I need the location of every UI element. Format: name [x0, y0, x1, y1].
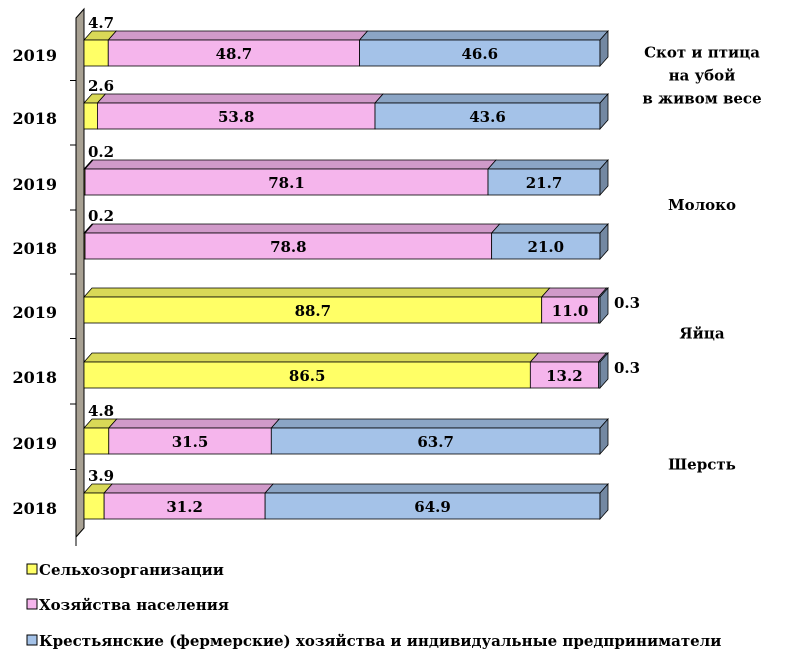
legend-swatch	[26, 563, 38, 575]
group-label: Яйца	[679, 325, 724, 343]
axis-wall	[75, 7, 85, 539]
data-label: 0.3	[614, 294, 640, 312]
legend-swatch	[26, 634, 38, 646]
bar-segment	[597, 286, 609, 325]
year-label: 2018	[12, 499, 57, 518]
data-label: 78.1	[268, 174, 305, 192]
bar-segment	[374, 92, 609, 131]
year-label: 2019	[12, 175, 57, 194]
data-label: 53.8	[218, 108, 255, 126]
data-label: 63.7	[417, 433, 454, 451]
data-label: 31.5	[172, 433, 209, 451]
bar-segment	[270, 417, 609, 456]
bar-segment	[358, 29, 609, 68]
group-label: в живом весе	[642, 90, 761, 108]
bar-segment	[264, 482, 609, 521]
data-label: 21.7	[526, 174, 563, 192]
bar-segment	[490, 222, 609, 261]
data-label: 48.7	[216, 45, 253, 63]
data-label: 0.2	[88, 143, 114, 161]
bar-segment	[107, 418, 281, 455]
year-label: 2018	[12, 109, 57, 128]
group-label: Молоко	[668, 196, 736, 214]
data-label: 78.8	[270, 238, 307, 256]
data-label: 46.6	[461, 45, 498, 63]
legend-label: Сельхозорганизации	[39, 561, 224, 579]
data-label: 4.7	[88, 14, 114, 32]
data-label: 21.0	[528, 238, 565, 256]
legend-item: Хозяйства населения	[26, 596, 229, 614]
year-label: 2019	[12, 434, 57, 453]
data-label: 4.8	[88, 402, 114, 420]
bar-segment	[107, 30, 369, 67]
year-label: 2019	[12, 46, 57, 65]
year-label: 2018	[12, 239, 57, 258]
data-label: 2.6	[88, 77, 114, 95]
bar-segment	[83, 352, 540, 389]
group-label: Скот и птица	[644, 44, 760, 62]
bar-segment	[103, 483, 275, 520]
chart-legend: Сельхозорганизации Хозяйства населения Кре…	[26, 561, 721, 650]
group-label: на убой	[669, 67, 736, 85]
bar-segment	[487, 158, 609, 197]
data-label: 86.5	[289, 367, 326, 385]
data-label: 64.9	[414, 498, 451, 516]
chart-labels: 2019 4.7 48.7 46.6 2018 2.6 53.8 43.6 Скот и пти…	[12, 14, 761, 518]
chart-bars	[83, 29, 609, 521]
year-label: 2018	[12, 368, 57, 387]
data-label: 0.2	[88, 207, 114, 225]
legend-swatch	[26, 598, 38, 610]
group-label: Шерсть	[668, 456, 736, 474]
data-label: 43.6	[469, 108, 506, 126]
data-label: 88.7	[295, 302, 332, 320]
legend-item: Сельхозорганизации	[26, 561, 224, 579]
year-label: 2019	[12, 303, 57, 322]
legend-item: Крестьянские (фермерские) хозяйства и ин…	[26, 632, 721, 650]
data-label: 11.0	[552, 302, 589, 320]
data-label: 0.3	[614, 359, 640, 377]
data-label: 3.9	[88, 467, 114, 485]
chart-axis	[70, 7, 85, 546]
legend-label: Крестьянские (фермерские) хозяйства и ин…	[39, 632, 721, 650]
bar-segment	[84, 159, 497, 196]
bar-segment	[83, 287, 551, 324]
legend-label: Хозяйства населения	[39, 596, 229, 614]
data-label: 31.2	[166, 498, 203, 516]
bar-segment	[597, 351, 609, 390]
data-label: 13.2	[546, 367, 583, 385]
